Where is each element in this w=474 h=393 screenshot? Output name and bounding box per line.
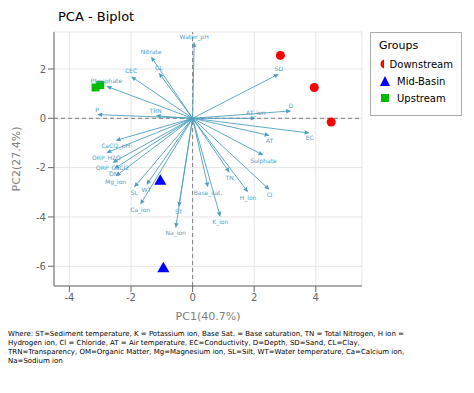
svg-text:4: 4 <box>313 292 319 303</box>
svg-text:H_ion: H_ion <box>240 194 257 202</box>
svg-text:CaCl2_pH: CaCl2_pH <box>101 142 130 150</box>
svg-text:EC: EC <box>306 134 314 141</box>
html-text:Mid-Basin: Mid-Basin <box>397 75 446 87</box>
svg-text:Base_sat.: Base_sat. <box>194 189 223 197</box>
svg-text:TN: TN <box>224 174 233 181</box>
svg-text:PC1(40.7%): PC1(40.7%) <box>176 310 241 323</box>
svg-text:2: 2 <box>40 64 46 75</box>
svg-text:-4: -4 <box>36 212 46 223</box>
svg-text:Nitrate: Nitrate <box>141 48 162 55</box>
svg-text:Phosphate: Phosphate <box>91 77 123 85</box>
html-text:Downstream: Downstream <box>389 58 453 70</box>
svg-text:0: 0 <box>189 292 195 303</box>
svg-text:Water_pH: Water_pH <box>180 33 209 41</box>
svg-text:Sulphate: Sulphate <box>250 157 277 165</box>
svg-text:K_ion: K_ion <box>212 218 228 226</box>
svg-text:-4: -4 <box>64 292 74 303</box>
svg-text:-6: -6 <box>36 261 46 272</box>
svg-text:0: 0 <box>40 113 46 124</box>
svg-text:-2: -2 <box>36 162 46 173</box>
svg-text:CL: CL <box>155 64 163 71</box>
svg-text:SD: SD <box>275 65 284 72</box>
svg-text:CEC: CEC <box>125 67 137 74</box>
svg-text:TRN: TRN <box>148 107 161 114</box>
svg-text:Mg_ion: Mg_ion <box>105 178 126 186</box>
svg-text:AT_ion: AT_ion <box>246 109 266 117</box>
svg-text:2: 2 <box>251 292 257 303</box>
html-text:PCA - Biplot: PCA - Biplot <box>58 9 135 24</box>
html-text:Where: ST=Sediment temperature: Where: ST=Sediment temperature, K = Pota… <box>8 330 405 365</box>
svg-text:-2: -2 <box>126 292 136 303</box>
svg-text:SL: SL <box>131 189 139 196</box>
html-text:Groups: Groups <box>379 39 419 52</box>
svg-text:Ca_ion: Ca_ion <box>130 206 150 214</box>
svg-text:PC2(27.4%): PC2(27.4%) <box>10 127 23 192</box>
svg-text:ST: ST <box>175 208 183 215</box>
svg-text:OM: OM <box>109 170 119 177</box>
svg-text:ORP_H2O: ORP_H2O <box>92 154 121 162</box>
html-text:Upstream: Upstream <box>397 92 446 104</box>
svg-text:Cl: Cl <box>267 191 273 198</box>
svg-text:P: P <box>95 106 99 113</box>
svg-text:ORP_CaCl2: ORP_CaCl2 <box>96 164 130 171</box>
svg-text:Na_ion: Na_ion <box>166 229 187 237</box>
svg-text:D: D <box>289 102 294 109</box>
svg-text:AT: AT <box>266 137 274 144</box>
svg-text:WT: WT <box>142 186 152 193</box>
